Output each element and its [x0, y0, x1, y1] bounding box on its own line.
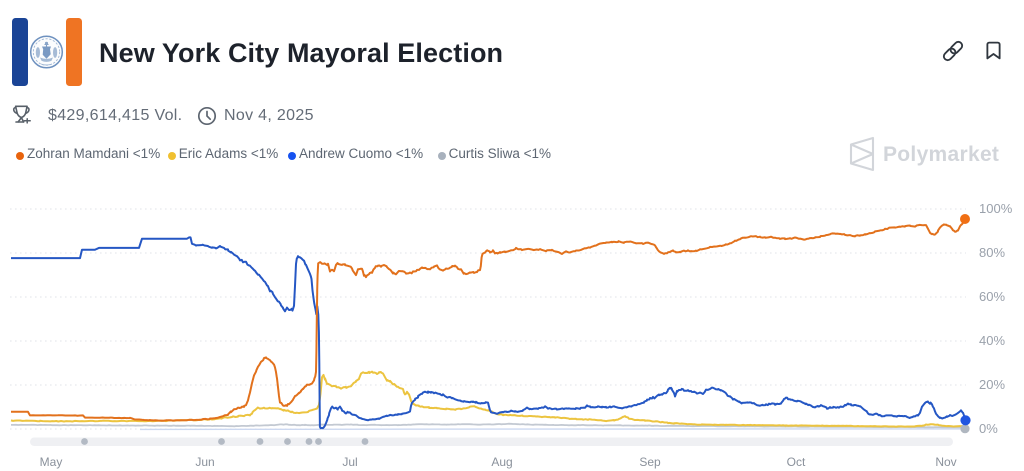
svg-text:100%: 100% [979, 201, 1013, 216]
svg-text:Jul: Jul [342, 455, 357, 469]
svg-text:May: May [40, 455, 63, 469]
svg-text:60%: 60% [979, 289, 1005, 304]
svg-text:80%: 80% [979, 245, 1005, 260]
svg-text:Sep: Sep [639, 455, 661, 469]
svg-text:Oct: Oct [787, 455, 806, 469]
svg-text:20%: 20% [979, 377, 1005, 392]
svg-text:40%: 40% [979, 333, 1005, 348]
svg-text:Aug: Aug [491, 455, 512, 469]
svg-text:0%: 0% [979, 421, 998, 436]
svg-text:Jun: Jun [195, 455, 214, 469]
svg-text:Nov: Nov [935, 455, 956, 469]
